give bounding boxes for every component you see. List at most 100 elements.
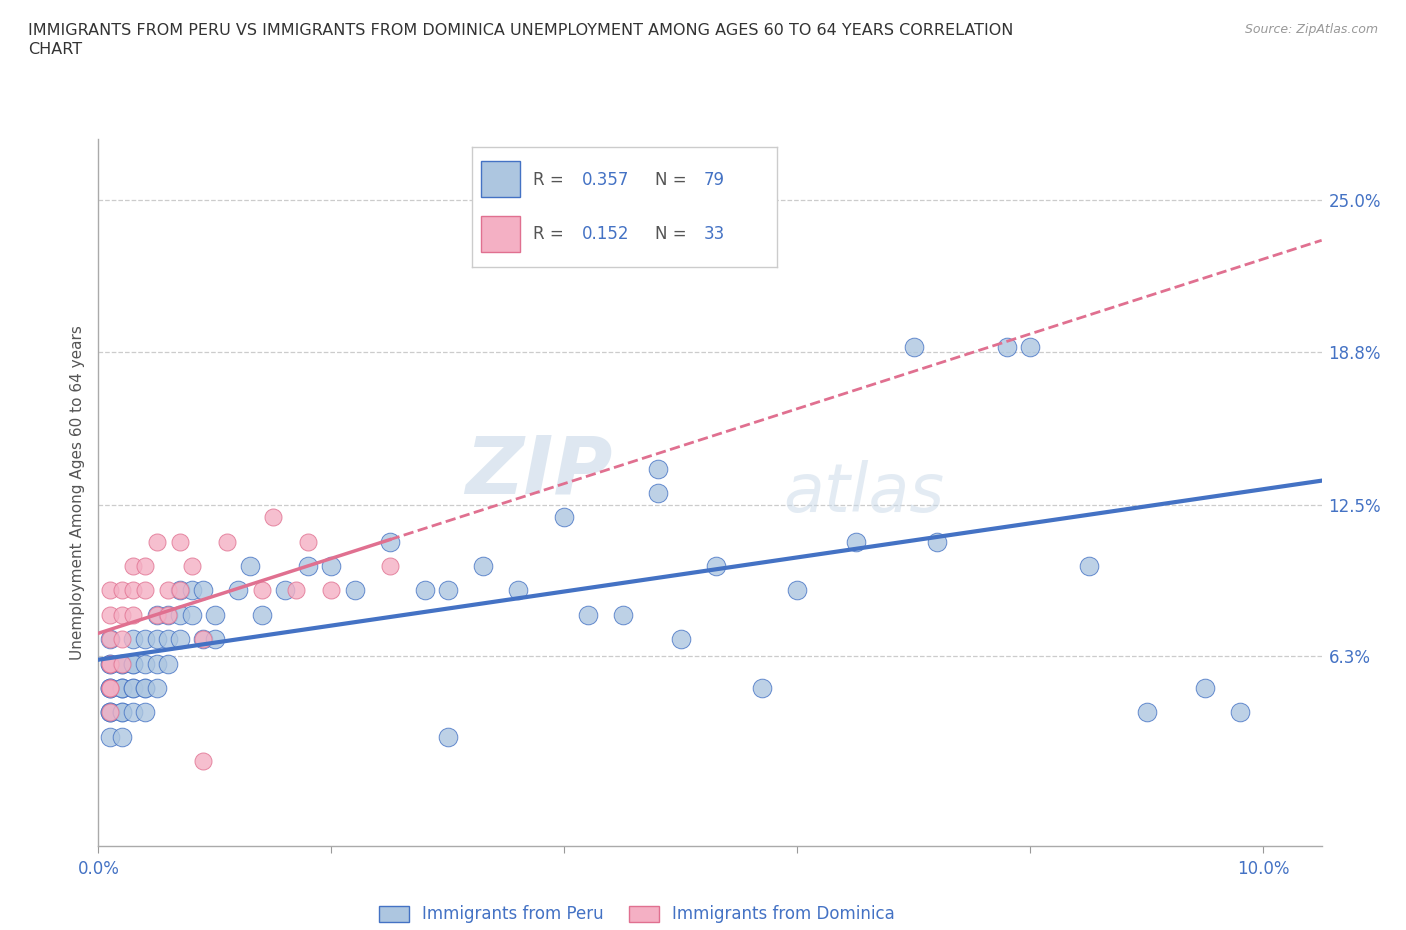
Point <box>98 583 121 598</box>
Point <box>98 681 121 696</box>
Point <box>134 681 156 696</box>
Point <box>145 607 167 622</box>
Legend: Immigrants from Peru, Immigrants from Dominica: Immigrants from Peru, Immigrants from Do… <box>373 898 901 930</box>
Point <box>995 339 1018 354</box>
Point <box>98 631 121 646</box>
Point <box>134 656 156 671</box>
Point <box>262 510 284 525</box>
Point <box>111 583 134 598</box>
Point <box>98 705 121 720</box>
Point <box>122 656 145 671</box>
Point <box>157 607 180 622</box>
Point <box>98 705 121 720</box>
Point <box>98 631 121 646</box>
Point <box>169 583 191 598</box>
Point <box>215 534 238 549</box>
Point <box>169 534 191 549</box>
Point <box>285 583 308 598</box>
Point <box>204 631 226 646</box>
Point <box>98 681 121 696</box>
Point <box>437 583 460 598</box>
Point <box>193 631 215 646</box>
Point <box>786 583 808 598</box>
Point <box>157 631 180 646</box>
Point <box>576 607 599 622</box>
Point <box>134 559 156 574</box>
Point <box>111 705 134 720</box>
Point <box>927 534 949 549</box>
Point <box>471 559 494 574</box>
Text: IMMIGRANTS FROM PERU VS IMMIGRANTS FROM DOMINICA UNEMPLOYMENT AMONG AGES 60 TO 6: IMMIGRANTS FROM PERU VS IMMIGRANTS FROM … <box>28 23 1014 38</box>
Point <box>98 705 121 720</box>
Point <box>145 681 167 696</box>
Text: ZIP: ZIP <box>465 432 612 511</box>
Point <box>226 583 249 598</box>
Point <box>98 681 121 696</box>
Point <box>98 607 121 622</box>
Point <box>239 559 262 574</box>
Point <box>378 559 401 574</box>
Point <box>111 607 134 622</box>
Point <box>157 607 180 622</box>
Point <box>169 607 191 622</box>
Point <box>297 559 319 574</box>
Point <box>845 534 868 549</box>
Point <box>193 583 215 598</box>
Point <box>122 705 145 720</box>
Point <box>134 583 156 598</box>
Point <box>180 607 202 622</box>
Point <box>1194 681 1216 696</box>
Point <box>437 729 460 744</box>
Point <box>145 534 167 549</box>
Point <box>157 656 180 671</box>
Point <box>111 656 134 671</box>
Point <box>1077 559 1099 574</box>
Point <box>297 534 319 549</box>
Point <box>751 681 773 696</box>
Point <box>647 461 669 476</box>
Point <box>111 681 134 696</box>
Point <box>1229 705 1251 720</box>
Point <box>553 510 575 525</box>
Point <box>180 559 202 574</box>
Point <box>145 631 167 646</box>
Point <box>669 631 692 646</box>
Point <box>145 656 167 671</box>
Point <box>378 534 401 549</box>
Point <box>612 607 634 622</box>
Point <box>169 631 191 646</box>
Point <box>506 583 529 598</box>
Text: CHART: CHART <box>28 42 82 57</box>
Point <box>111 681 134 696</box>
Point <box>250 607 273 622</box>
Point <box>274 583 297 598</box>
Y-axis label: Unemployment Among Ages 60 to 64 years: Unemployment Among Ages 60 to 64 years <box>69 326 84 660</box>
Point <box>669 242 692 257</box>
Point <box>111 631 134 646</box>
Point <box>1136 705 1159 720</box>
Point <box>122 607 145 622</box>
Point <box>180 583 202 598</box>
Point <box>169 583 191 598</box>
Point <box>647 485 669 500</box>
Point <box>157 583 180 598</box>
Point <box>343 583 366 598</box>
Point <box>122 656 145 671</box>
Point <box>134 631 156 646</box>
Point <box>98 656 121 671</box>
Point <box>903 339 925 354</box>
Point <box>98 656 121 671</box>
Point <box>98 681 121 696</box>
Point <box>122 583 145 598</box>
Point <box>145 607 167 622</box>
Point <box>111 705 134 720</box>
Point <box>134 681 156 696</box>
Point <box>321 559 343 574</box>
Point <box>111 656 134 671</box>
Point <box>122 559 145 574</box>
Point <box>250 583 273 598</box>
Point <box>204 607 226 622</box>
Point <box>111 656 134 671</box>
Point <box>193 631 215 646</box>
Point <box>704 559 727 574</box>
